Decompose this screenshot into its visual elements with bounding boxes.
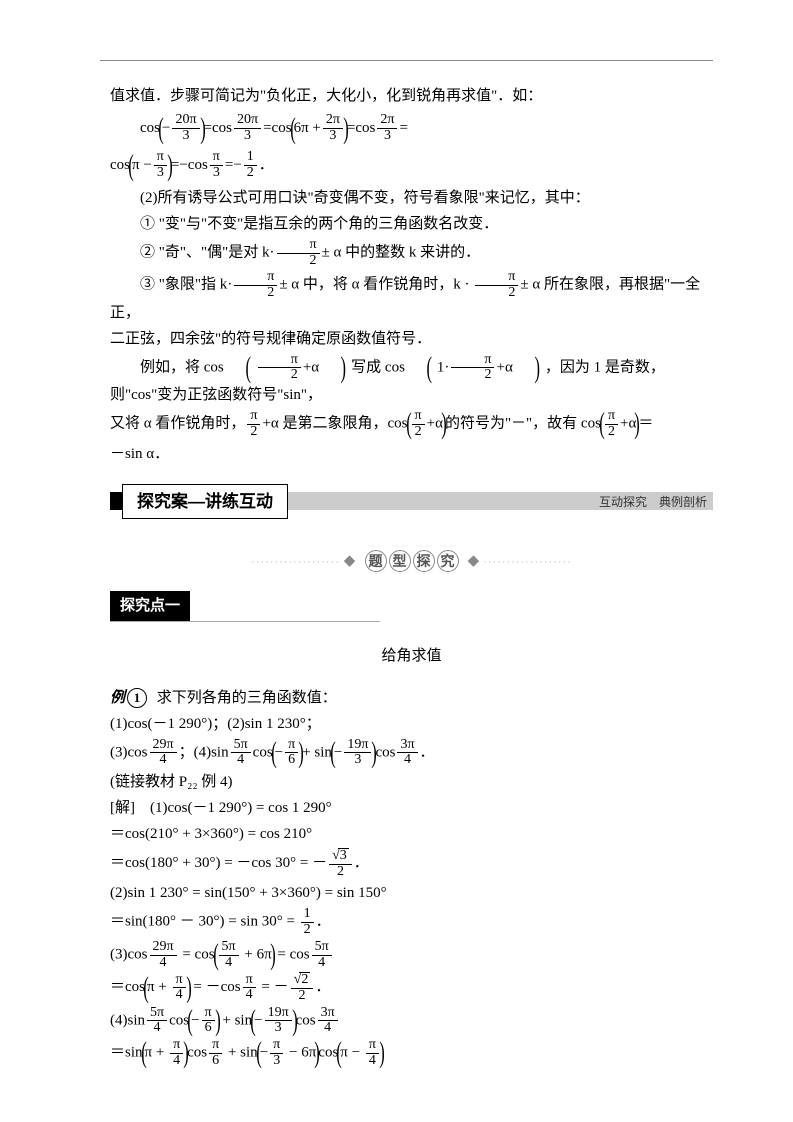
intro-line2: (2)所有诱导公式可用口诀"奇变偶不变，符号看象限"来记忆，其中： (110, 186, 713, 210)
eq-reduce-1: cos(−20π3)=cos20π3=cos(6π +2π3)=cos2π3= (140, 112, 713, 145)
s1b: ＝cos(180° + 30°) = －cos 30° = －√32． (110, 848, 713, 879)
s3a: (3)cos29π4 = cos(5π4 + 6π) = cos5π4 (110, 940, 713, 970)
intro-line0: 值求值．步骤可简记为"负化正，大化小，化到锐角再求值"．如： (110, 84, 713, 108)
intro-line8: 又将 α 看作锐角时，π2+α 是第二象限角，cos(π2+α)的符号为"－"，… (110, 409, 713, 439)
s4a: (4)sin5π4cos(−π6) + sin(−19π3)cos3π4 (110, 1006, 713, 1036)
eq-reduce-2: cos(π −π3)=−cosπ3=−12． (110, 149, 713, 182)
page-content: 值求值．步骤可简记为"负化正，大化小，化到锐角再求值"．如： cos(−20π3… (0, 0, 793, 1110)
example-line: 例1 求下列各角的三角函数值： (110, 686, 713, 710)
intro-line4: ② "奇"、"偶"是对 k·π2± α 中的整数 k 来讲的． (110, 238, 713, 268)
sol: [解] (1)cos(－1 290°) = cos 1 290° (110, 796, 713, 820)
s2a: (2)sin 1 230° = sin(150° + 3×360°) = sin… (110, 881, 713, 905)
q1: (1)cos(－1 290°)；(2)sin 1 230°； (110, 712, 713, 736)
s4e: ＝sin(π + π4)cosπ6 + sin(−π3 − 6π)cos(π −… (110, 1038, 713, 1068)
intro-line7: 例如，将 cos(π2+α)写成 cos(1·π2+α)，因为 1 是奇数，则"… (110, 353, 713, 407)
intro-line8e: －sin α． (110, 442, 713, 466)
deco-row: ···················◆ 题型探究 ◆·············… (110, 549, 713, 573)
section-banner: 探究案—讲练互动 互动探究 典例剖析 (110, 484, 713, 519)
intro-line5: ③ "象限"指 k·π2± α 中，将 α 看作锐角时，k · π2± α 所在… (110, 270, 713, 324)
topic-label: 探究点一 (110, 591, 190, 621)
s1a: ＝cos(210° + 3×360°) = cos 210° (110, 822, 713, 846)
link: (链接教材 P₂₂ 例 4) (110, 770, 713, 794)
intro-line3: ① "变"与"不变"是指互余的两个角的三角函数名改变． (110, 212, 713, 236)
topic-title: 给角求值 (110, 644, 713, 668)
top-rule (100, 60, 713, 61)
s3b: ＝cos(π + π4) = －cosπ4 = －√22． (110, 972, 713, 1003)
section-sub: 互动探究 典例剖析 (599, 493, 707, 512)
topic-wrap: 探究点一 (110, 591, 380, 622)
q3: (3)cos29π4；(4)sin5π4cos(−π6)+ sin(−19π3)… (110, 738, 713, 768)
s2b: ＝sin(180° － 30°) = sin 30° = 12． (110, 907, 713, 937)
intro-line6: 二正弦，四余弦"的符号规律确定原函数值符号． (110, 327, 713, 351)
section-label: 探究案—讲练互动 (122, 484, 288, 519)
